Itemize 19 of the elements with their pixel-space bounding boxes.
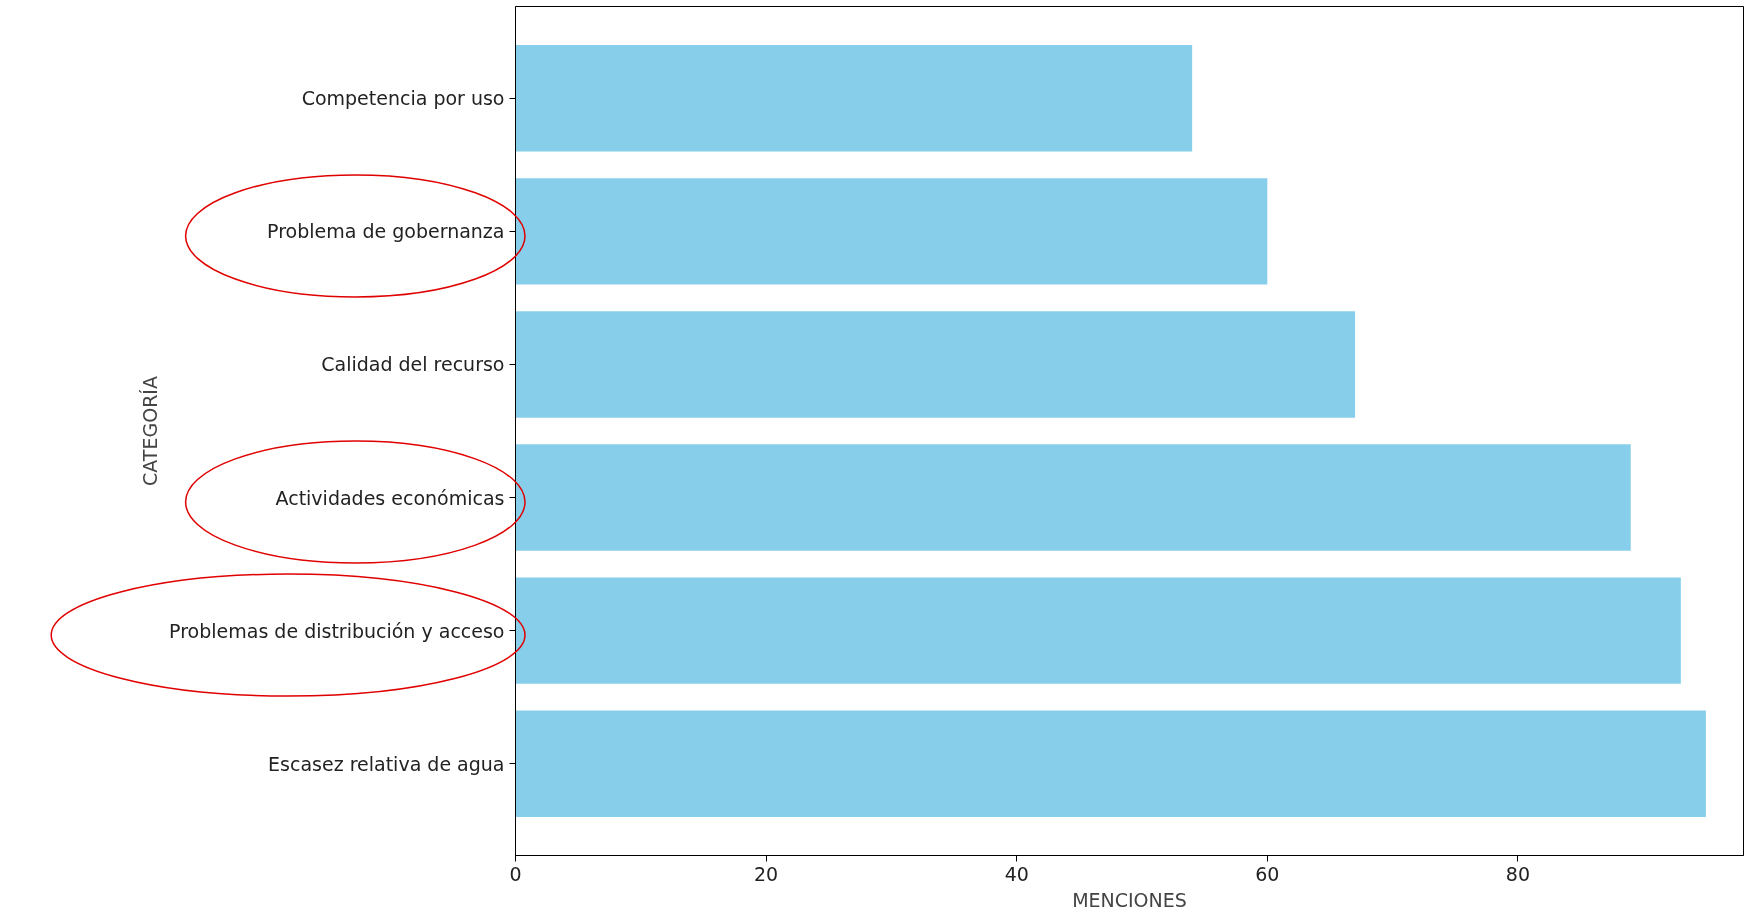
y-tick-label: Escasez relativa de agua	[268, 752, 505, 775]
x-tick-label: 0	[509, 862, 522, 885]
x-tick-label: 80	[1505, 862, 1531, 885]
bar	[515, 45, 1193, 152]
bar	[515, 178, 1268, 285]
x-axis-title: MENCIONES	[1072, 888, 1187, 911]
x-tick-label: 40	[1004, 862, 1029, 885]
bar	[515, 710, 1706, 817]
y-tick-label: Competencia por uso	[301, 87, 505, 110]
y-tick-label: Problemas de distribución y acceso	[169, 619, 505, 642]
bar	[515, 444, 1631, 551]
y-tick-label: Problema de gobernanza	[267, 220, 505, 243]
y-axis-title: CATEGORÍA	[139, 376, 162, 486]
y-tick-label: Calidad del recurso	[321, 353, 505, 376]
y-tick-label: Actividades económicas	[275, 486, 505, 509]
bar	[515, 311, 1356, 418]
bar	[515, 577, 1681, 684]
x-tick-label: 20	[754, 862, 779, 885]
x-tick-label: 60	[1255, 862, 1280, 885]
